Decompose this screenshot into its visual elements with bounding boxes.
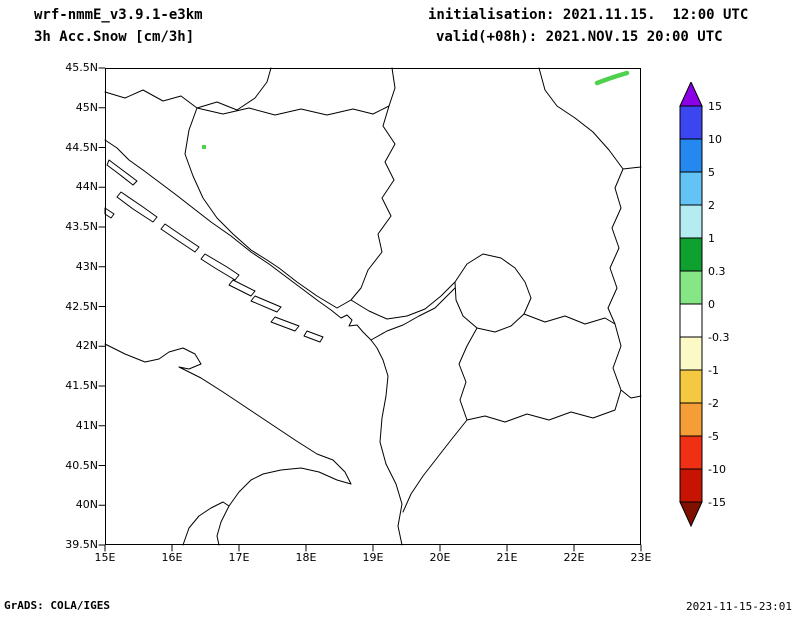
colorbar-segment xyxy=(679,138,703,173)
colorbar-label: -1 xyxy=(708,364,719,377)
footer-grads-credit: GrADS: COLA/IGES xyxy=(4,599,110,612)
y-axis-label: 39.5N xyxy=(65,538,98,551)
colorbar-segment xyxy=(679,468,703,503)
coastal-islands xyxy=(104,159,324,343)
x-axis-label: 20E xyxy=(429,551,451,564)
map-frame xyxy=(105,68,641,545)
colorbar-label: -5 xyxy=(708,430,719,443)
map-plot xyxy=(98,67,642,552)
y-axis-label: 40N xyxy=(75,498,98,511)
y-axis-label: 45N xyxy=(75,101,98,114)
header-product-title: 3h Acc.Snow [cm/3h] xyxy=(34,29,195,45)
header-valid-time: valid(+08h): 2021.NOV.15 20:00 UTC xyxy=(436,29,723,45)
colorbar-segment xyxy=(679,270,703,305)
x-axis-label: 17E xyxy=(228,551,250,564)
adriatic-coastline xyxy=(104,139,403,546)
colorbar-label: -2 xyxy=(708,397,719,410)
northern-borders xyxy=(104,67,396,116)
colorbar-label: -10 xyxy=(708,463,726,476)
footer-timestamp: 2021-11-15-23:01 xyxy=(686,600,792,613)
y-axis-label: 42N xyxy=(75,339,98,352)
x-axis-label: 18E xyxy=(295,551,317,564)
colorbar-top-arrow xyxy=(679,82,703,107)
colorbar-label: 0.3 xyxy=(708,265,726,278)
axis-ticks xyxy=(98,67,642,552)
macedonia-albania-borders xyxy=(402,313,642,513)
colorbar-label: 0 xyxy=(708,298,715,311)
colorbar-bottom-arrow xyxy=(679,501,703,528)
colorbar-segment xyxy=(679,105,703,140)
colorbar-label: 15 xyxy=(708,100,722,113)
italy-coastline xyxy=(104,343,352,546)
colorbar-label: 2 xyxy=(708,199,715,212)
x-axis-label: 19E xyxy=(362,551,384,564)
header-model-title: wrf-nmmE_v3.9.1-e3km xyxy=(34,7,203,23)
bosnia-borders xyxy=(184,105,396,309)
colorbar-label: -0.3 xyxy=(708,331,729,344)
y-axis-label: 43.5N xyxy=(65,220,98,233)
y-axis-label: 45.5N xyxy=(65,61,98,74)
colorbar-segment xyxy=(679,336,703,371)
y-axis-label: 41.5N xyxy=(65,379,98,392)
colorbar-segment xyxy=(679,435,703,470)
x-axis-label: 22E xyxy=(563,551,585,564)
colorbar-label: 5 xyxy=(708,166,715,179)
y-axis-label: 44.5N xyxy=(65,141,98,154)
colorbar-segment xyxy=(679,204,703,239)
snow-spot xyxy=(202,145,206,149)
x-axis-label: 15E xyxy=(94,551,116,564)
snow-band xyxy=(594,70,630,86)
y-axis-label: 41N xyxy=(75,419,98,432)
serbia-east-borders xyxy=(538,67,642,325)
y-axis-label: 40.5N xyxy=(65,459,98,472)
y-axis-label: 44N xyxy=(75,180,98,193)
colorbar-label: 1 xyxy=(708,232,715,245)
x-axis-label: 23E xyxy=(630,551,652,564)
montenegro-kosovo-borders xyxy=(350,253,532,341)
x-axis-label: 21E xyxy=(496,551,518,564)
y-axis-label: 43N xyxy=(75,260,98,273)
colorbar-segment xyxy=(679,237,703,272)
colorbar-label: 10 xyxy=(708,133,722,146)
colorbar: 15 10 5 2 1 0.3 0 -0.3 -1 -2 -5 -10 -15 xyxy=(679,82,729,528)
colorbar-segment xyxy=(679,369,703,404)
x-axis-label: 16E xyxy=(161,551,183,564)
header-init-time: initialisation: 2021.11.15. 12:00 UTC xyxy=(428,7,749,23)
colorbar-segment xyxy=(679,303,703,338)
colorbar-label: -15 xyxy=(708,496,726,509)
colorbar-segment xyxy=(679,171,703,206)
colorbar-segment xyxy=(679,402,703,437)
y-axis-label: 42.5N xyxy=(65,300,98,313)
